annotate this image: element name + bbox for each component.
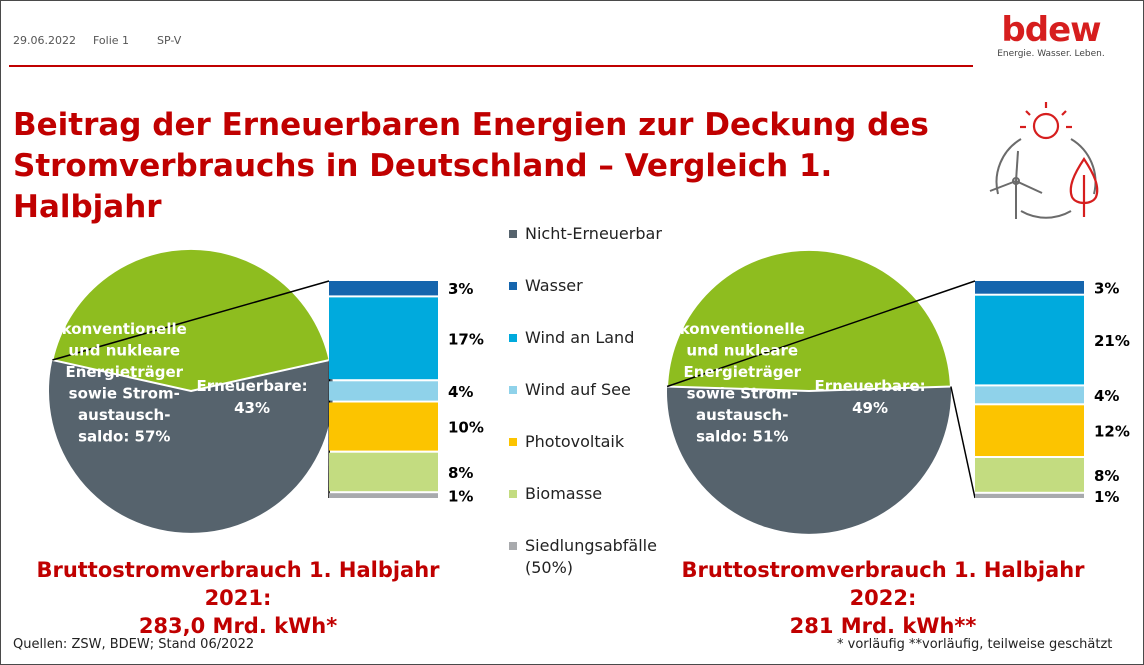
legend-swatch [509, 490, 517, 498]
arc-right-icon [1070, 138, 1097, 195]
legend-label: Biomasse [525, 484, 603, 503]
pie-label-non-renewable-2021: konventionelle [62, 320, 187, 338]
bar-label-2022: 1% [1094, 488, 1119, 506]
bar-segment-2021 [329, 452, 438, 492]
bar-label-2022: 4% [1094, 387, 1119, 405]
bar-segment-2022 [975, 493, 1084, 498]
pie-label-non-renewable-2022: und nukleare [686, 342, 798, 360]
sun-icon [1020, 102, 1072, 140]
legend-swatch [509, 334, 517, 342]
arc-bottom-icon [1020, 210, 1072, 219]
bdew-logo: bdew Energie. Wasser. Leben. [991, 11, 1111, 59]
source-note: Quellen: ZSW, BDEW; Stand 06/2022 [13, 637, 255, 652]
bar-label-2021: 10% [448, 419, 484, 437]
legend-label: Nicht-Erneuerbar [525, 224, 662, 243]
legend-swatch [509, 542, 517, 550]
caption-2021-line2: 283,0 Mrd. kWh* [138, 614, 338, 638]
pie-slice-non-renewable-2022 [666, 386, 952, 534]
legend-label: Wasser [525, 276, 583, 295]
header-rule [9, 65, 973, 67]
slide-code: SP-V [157, 34, 182, 47]
legend-swatch [509, 438, 517, 446]
pie-label-non-renewable-2021: sowie Strom- [69, 385, 180, 403]
legend-swatch [509, 230, 517, 238]
caption-2022: Bruttostromverbrauch 1. Halbjahr 2022: 2… [653, 556, 1113, 640]
connector-top-2022 [666, 280, 976, 388]
footnote: * vorläufig **vorläufig, teilweise gesch… [837, 637, 1113, 652]
bar-label-2021: 8% [448, 464, 473, 482]
tree-icon [1069, 157, 1099, 217]
slide-number: Folie 1 [93, 34, 130, 47]
legend-label: Photovoltaik [525, 432, 625, 451]
pie-slice-non-renewable-2021 [48, 360, 334, 533]
bar-segment-2021 [329, 297, 438, 380]
legend-label: Siedlungsabfälle (50%) [525, 535, 675, 579]
logo-tagline: Energie. Wasser. Leben. [997, 49, 1105, 59]
connector-bottom-2022 [950, 386, 976, 499]
pie-label-non-renewable-2021: und nukleare [68, 342, 180, 360]
pie-label-non-renewable-2022: sowie Strom- [687, 385, 798, 403]
bar-segment-2022 [975, 386, 1084, 404]
energy-icon [989, 102, 1099, 219]
bar-label-2022: 12% [1094, 423, 1130, 441]
caption-2022-line2: 281 Mrd. kWh** [789, 614, 977, 638]
bar-segment-2021 [329, 381, 438, 401]
bar-label-2021: 1% [448, 488, 473, 506]
bar-label-2021: 4% [448, 383, 473, 401]
pie-label-non-renewable-2021: Energieträger [65, 363, 183, 381]
connector-top-2021 [52, 280, 330, 361]
bar-label-2022: 21% [1094, 332, 1130, 350]
caption-2021: Bruttostromverbrauch 1. Halbjahr 2021: 2… [8, 556, 468, 640]
pie-label-renewable-2022: Erneuerbare: [814, 377, 925, 395]
bar-segment-2021 [329, 402, 438, 451]
caption-2021-line1: Bruttostromverbrauch 1. Halbjahr 2021: [36, 558, 440, 610]
pie-label-non-renewable-2022: austausch- [696, 406, 788, 424]
pie-label-non-renewable-2021: saldo: 57% [78, 428, 170, 446]
pie-label-non-renewable-2022: Energieträger [683, 363, 801, 381]
pie-label-renewable-2022: 49% [852, 399, 888, 417]
bar-segment-2022 [975, 458, 1084, 492]
pie-label-non-renewable-2022: konventionelle [680, 320, 805, 338]
caption-2022-line1: Bruttostromverbrauch 1. Halbjahr 2022: [681, 558, 1085, 610]
bar-label-2022: 8% [1094, 467, 1119, 485]
legend-swatch [509, 386, 517, 394]
pie-label-non-renewable-2021: austausch- [78, 406, 170, 424]
logo-word: bdew [1001, 10, 1101, 50]
pie-label-renewable-2021: Erneuerbare: [196, 377, 307, 395]
legend-swatch [509, 282, 517, 290]
bar-label-2021: 17% [448, 330, 484, 348]
legend-sublabel: (50%) [525, 558, 574, 577]
bar-segment-2021 [329, 493, 438, 498]
bar-label-2022: 3% [1094, 279, 1119, 297]
bar-segment-2022 [975, 281, 1084, 294]
pie-label-renewable-2021: 43% [234, 399, 270, 417]
pie-label-non-renewable-2022: saldo: 51% [696, 428, 788, 446]
legend-label: Wind auf See [525, 380, 631, 399]
bar-segment-2022 [975, 295, 1084, 385]
bar-segment-2022 [975, 405, 1084, 456]
page-title: Beitrag der Erneuerbaren Energien zur De… [13, 107, 929, 225]
bar-segment-2021 [329, 281, 438, 296]
slide-date: 29.06.2022 [13, 34, 76, 47]
bar-label-2021: 3% [448, 280, 473, 298]
legend-label: Wind an Land [525, 328, 635, 347]
pie-slice-renewable-2022 [666, 248, 952, 393]
